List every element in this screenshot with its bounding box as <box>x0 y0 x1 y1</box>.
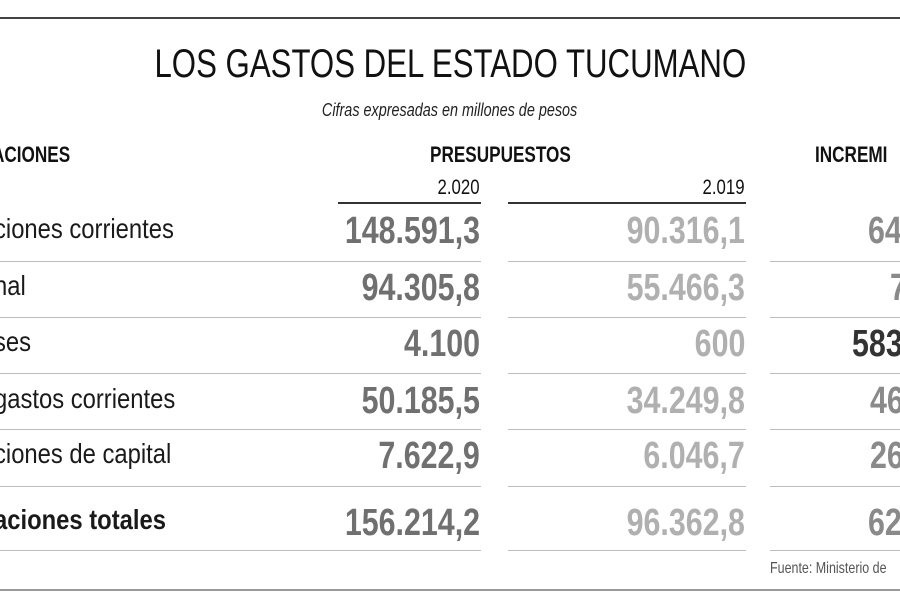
value-2020: 94.305,8 <box>361 267 480 309</box>
top-rule <box>0 17 900 19</box>
bottom-rule <box>0 589 900 591</box>
row-separator <box>508 550 746 551</box>
value-2020: 4.100 <box>403 323 480 365</box>
row-separator <box>0 317 481 318</box>
header-budgets: PRESUPUESTOS <box>430 142 571 167</box>
header-year-2019: 2.019 <box>702 176 745 199</box>
value-2019: 6.046,7 <box>643 435 745 477</box>
row-label: ciones de capital <box>0 438 172 469</box>
row-separator <box>508 429 746 430</box>
row-separator <box>508 486 746 487</box>
row-label-total: aciones totales <box>0 504 166 535</box>
value-2020: 148.591,3 <box>344 210 480 252</box>
row-separator <box>770 429 900 430</box>
row-separator <box>770 550 900 551</box>
row-label: gastos corrientes <box>0 383 176 414</box>
year-underline-2020 <box>338 202 481 204</box>
header-increase: INCREMI <box>815 142 888 167</box>
row-separator <box>0 550 481 551</box>
row-label: nal <box>0 270 26 301</box>
header-concept: ACIONES <box>0 142 71 167</box>
value-2020: 7.622,9 <box>378 435 480 477</box>
row-separator <box>508 373 746 374</box>
row-label: ciones corrientes <box>0 213 174 244</box>
value-2020-total: 156.214,2 <box>344 502 480 544</box>
value-2019-total: 96.362,8 <box>626 502 745 544</box>
row-separator <box>770 486 900 487</box>
value-increase-highlight: 583 <box>852 323 900 365</box>
value-2019: 600 <box>694 323 745 365</box>
title-text: LOS GASTOS DEL ESTADO TUCUMANO <box>154 42 746 86</box>
value-2020: 50.185,5 <box>361 380 480 422</box>
row-separator <box>770 373 900 374</box>
subtitle-text: Cifras expresadas en millones de pesos <box>322 100 578 120</box>
row-separator <box>0 486 481 487</box>
row-separator <box>508 317 746 318</box>
value-2019: 55.466,3 <box>626 267 745 309</box>
row-separator <box>0 261 481 262</box>
row-label: ses <box>0 326 32 357</box>
row-separator <box>0 429 481 430</box>
row-separator <box>770 261 900 262</box>
table-subtitle: Cifras expresadas en millones de pesos <box>0 100 900 121</box>
row-separator <box>770 317 900 318</box>
row-separator <box>0 373 481 374</box>
value-increase: 64 <box>868 210 900 252</box>
source-note: Fuente: Ministerio de <box>770 560 887 577</box>
value-2019: 90.316,1 <box>626 210 745 252</box>
value-increase: 46 <box>870 380 900 422</box>
value-2019: 34.249,8 <box>626 380 745 422</box>
value-increase: 7 <box>890 267 900 310</box>
year-underline-2019 <box>508 202 746 204</box>
table-title: LOS GASTOS DEL ESTADO TUCUMANO <box>0 42 900 86</box>
value-increase: 26 <box>870 435 900 477</box>
value-increase-total: 62 <box>868 502 900 544</box>
row-separator <box>508 261 746 262</box>
header-year-2020: 2.020 <box>437 176 480 199</box>
